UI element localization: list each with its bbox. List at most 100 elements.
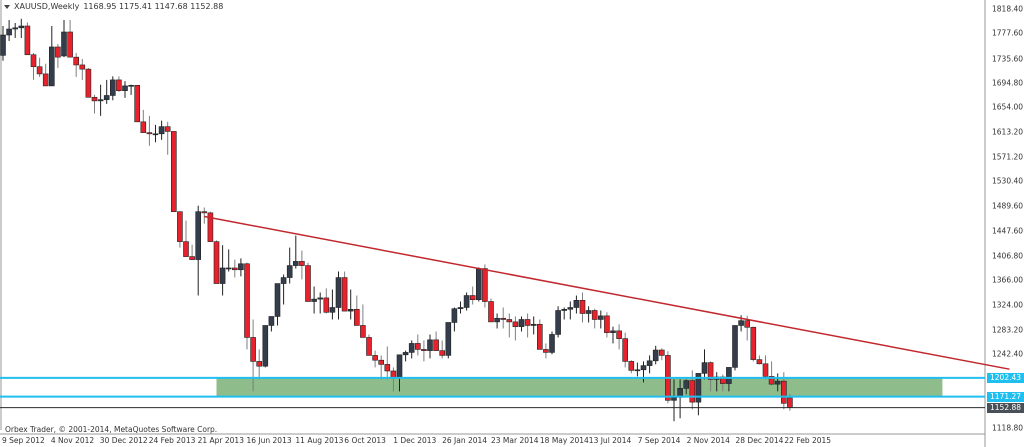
candle-body[interactable] <box>73 56 79 66</box>
candle-body[interactable] <box>652 349 659 362</box>
candle-body[interactable] <box>774 380 781 385</box>
resistance-trendline[interactable] <box>204 215 1010 370</box>
candle-body[interactable] <box>768 376 775 385</box>
candle-body[interactable] <box>469 295 476 301</box>
candle-body[interactable] <box>482 268 488 302</box>
candle-body[interactable] <box>543 349 549 353</box>
candle-body[interactable] <box>433 339 439 351</box>
candle-body[interactable] <box>61 31 67 57</box>
candle-body[interactable] <box>152 133 159 136</box>
candle-body[interactable] <box>762 363 769 377</box>
candle-body[interactable] <box>756 359 763 365</box>
candle-body[interactable] <box>24 25 31 56</box>
candle-body[interactable] <box>122 85 128 91</box>
candle-body[interactable] <box>134 85 140 123</box>
candle-body[interactable] <box>36 66 43 75</box>
candle-body[interactable] <box>451 308 458 323</box>
candle-body[interactable] <box>110 79 116 96</box>
candle-body[interactable] <box>353 308 360 326</box>
candle-body[interactable] <box>549 334 555 353</box>
candle-body[interactable] <box>262 325 269 367</box>
candle-body[interactable] <box>475 268 482 301</box>
candle-body[interactable] <box>79 64 86 70</box>
candle-body[interactable] <box>323 297 330 313</box>
candle-body[interactable] <box>164 126 171 132</box>
candle-body[interactable] <box>97 99 104 102</box>
candle-body[interactable] <box>463 295 470 308</box>
candle-body[interactable] <box>555 310 561 335</box>
candle-body[interactable] <box>48 46 55 87</box>
candle-body[interactable] <box>604 315 610 333</box>
candle-body[interactable] <box>750 326 757 360</box>
candle-body[interactable] <box>671 397 677 401</box>
candle-body[interactable] <box>311 298 317 302</box>
candle-body[interactable] <box>658 349 665 356</box>
candle-body[interactable] <box>726 367 732 384</box>
candle-body[interactable] <box>579 300 586 314</box>
candle-body[interactable] <box>597 315 604 320</box>
candle-body[interactable] <box>500 317 507 320</box>
candle-body[interactable] <box>628 361 635 371</box>
candle-body[interactable] <box>347 308 354 312</box>
candle-body[interactable] <box>536 323 543 350</box>
candle-body[interactable] <box>732 325 738 368</box>
candle-body[interactable] <box>634 369 641 372</box>
candle-body[interactable] <box>738 320 744 326</box>
candle-body[interactable] <box>457 307 464 309</box>
candle-body[interactable] <box>524 319 531 326</box>
candle-body[interactable] <box>158 126 165 135</box>
candle-body[interactable] <box>573 300 580 308</box>
candle-body[interactable] <box>317 297 324 300</box>
dropdown-triangle-icon[interactable] <box>4 4 10 9</box>
candle-body[interactable] <box>116 79 122 91</box>
candle-body[interactable] <box>695 373 702 403</box>
candle-body[interactable] <box>286 265 293 278</box>
candle-body[interactable] <box>201 211 208 214</box>
candle-body[interactable] <box>561 308 568 311</box>
candle-body[interactable] <box>366 337 372 356</box>
candle-body[interactable] <box>213 241 220 284</box>
candle-body[interactable] <box>219 267 226 284</box>
candle-body[interactable] <box>494 317 500 323</box>
candle-body[interactable] <box>445 322 452 356</box>
candle-body[interactable] <box>506 319 513 323</box>
candle-body[interactable] <box>378 359 385 365</box>
candle-body[interactable] <box>421 349 427 351</box>
candle-body[interactable] <box>585 310 592 314</box>
candle-body[interactable] <box>329 307 336 313</box>
candle-body[interactable] <box>360 325 366 338</box>
candle-body[interactable] <box>0 34 6 56</box>
candle-body[interactable] <box>622 338 629 362</box>
candle-body[interactable] <box>189 256 195 260</box>
candle-body[interactable] <box>335 277 342 308</box>
candle-body[interactable] <box>103 95 110 100</box>
candle-body[interactable] <box>140 121 147 133</box>
candle-body[interactable] <box>171 131 177 212</box>
candle-body[interactable] <box>616 330 622 339</box>
candle-body[interactable] <box>18 25 25 29</box>
candle-body[interactable] <box>683 380 690 389</box>
candle-body[interactable] <box>591 310 598 320</box>
candle-body[interactable] <box>689 380 696 403</box>
candle-body[interactable] <box>91 96 98 102</box>
candle-body[interactable] <box>646 360 653 366</box>
candle-body[interactable] <box>55 46 61 58</box>
candle-body[interactable] <box>85 68 92 98</box>
candle-body[interactable] <box>408 343 415 353</box>
candle-body[interactable] <box>512 321 519 327</box>
candle-body[interactable] <box>6 28 12 36</box>
candle-body[interactable] <box>292 261 299 266</box>
candle-body[interactable] <box>12 27 18 30</box>
candle-body[interactable] <box>427 339 433 351</box>
candle-body[interactable] <box>250 337 256 362</box>
candle-body[interactable] <box>530 323 537 326</box>
candle-body[interactable] <box>42 73 49 87</box>
candle-body[interactable] <box>299 261 305 266</box>
candle-body[interactable] <box>341 277 348 312</box>
candle-body[interactable] <box>268 316 275 326</box>
candle-body[interactable] <box>274 283 281 317</box>
candle-body[interactable] <box>744 320 751 328</box>
candle-body[interactable] <box>707 362 714 380</box>
